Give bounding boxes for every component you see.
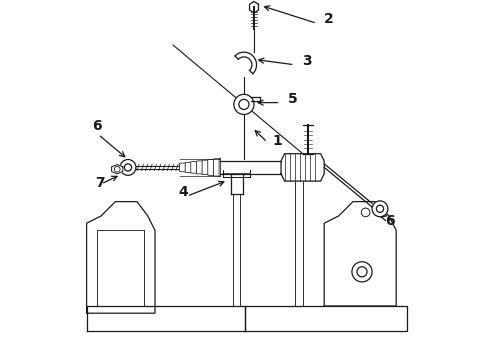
- FancyBboxPatch shape: [219, 158, 220, 177]
- Circle shape: [352, 262, 372, 282]
- Circle shape: [239, 99, 249, 109]
- Polygon shape: [87, 306, 245, 331]
- Circle shape: [114, 166, 120, 172]
- FancyBboxPatch shape: [196, 161, 203, 174]
- Text: 1: 1: [272, 134, 282, 148]
- Circle shape: [357, 267, 367, 277]
- Polygon shape: [249, 1, 259, 13]
- Text: 4: 4: [178, 185, 188, 199]
- Circle shape: [120, 159, 136, 175]
- FancyBboxPatch shape: [208, 159, 214, 175]
- Polygon shape: [324, 202, 396, 306]
- Circle shape: [376, 205, 384, 212]
- FancyBboxPatch shape: [214, 159, 220, 176]
- FancyBboxPatch shape: [185, 162, 192, 172]
- FancyBboxPatch shape: [179, 163, 186, 172]
- Circle shape: [124, 164, 132, 171]
- Circle shape: [361, 208, 370, 217]
- Text: 5: 5: [288, 91, 298, 105]
- FancyBboxPatch shape: [202, 160, 208, 175]
- Text: 7: 7: [96, 176, 105, 190]
- Polygon shape: [245, 306, 407, 331]
- Polygon shape: [281, 154, 324, 181]
- Text: 3: 3: [303, 54, 312, 68]
- Polygon shape: [235, 52, 257, 74]
- Polygon shape: [87, 202, 155, 313]
- Polygon shape: [112, 165, 123, 174]
- Text: 6: 6: [386, 214, 395, 228]
- Circle shape: [234, 94, 254, 114]
- Circle shape: [372, 201, 388, 217]
- Text: 2: 2: [324, 12, 334, 26]
- Text: 6: 6: [92, 118, 101, 132]
- FancyBboxPatch shape: [191, 162, 197, 173]
